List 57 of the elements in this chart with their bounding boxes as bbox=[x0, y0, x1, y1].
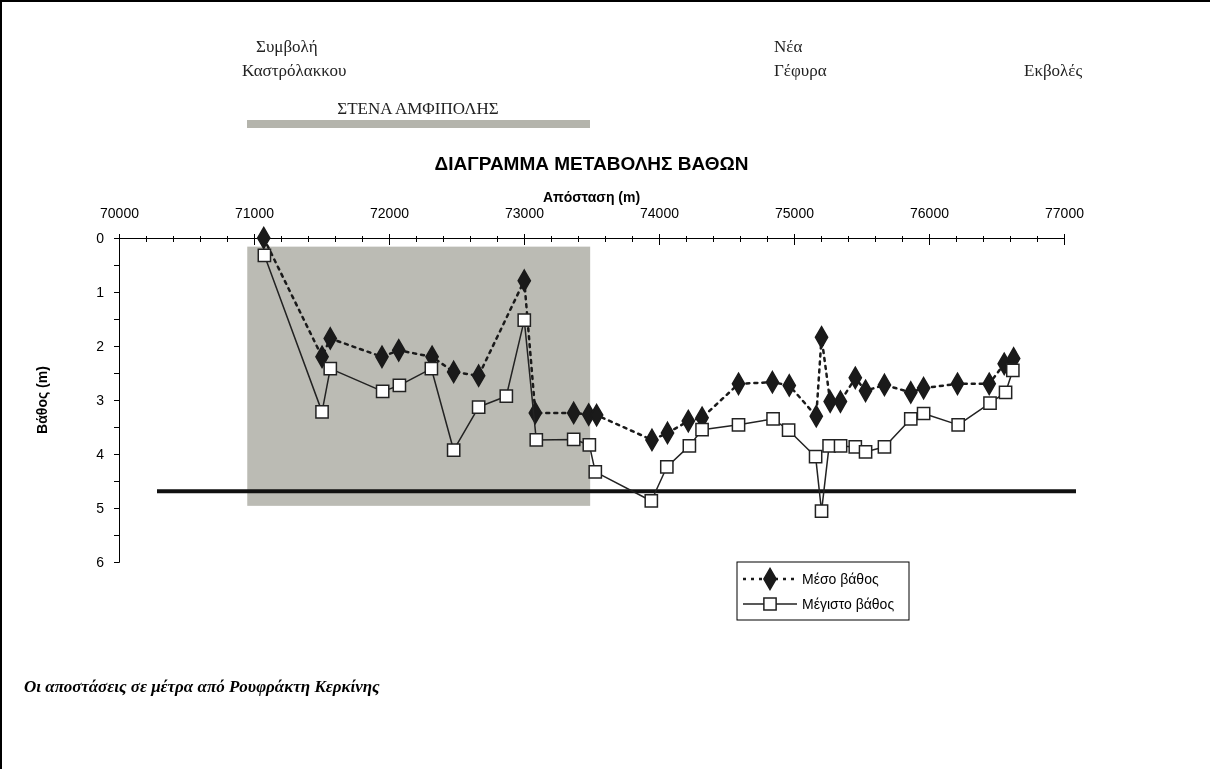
y-tick-label: 5 bbox=[96, 499, 105, 516]
x-tick-label: 71000 bbox=[235, 205, 275, 221]
y-axis-title: Βάθος (m) bbox=[34, 366, 50, 434]
y-tick-label: 3 bbox=[96, 391, 105, 408]
point bbox=[517, 313, 532, 327]
point bbox=[566, 432, 581, 447]
text: Συμβολή Καστρόλακκου bbox=[242, 37, 347, 80]
point bbox=[731, 417, 746, 432]
point bbox=[582, 437, 597, 452]
x-tick-label: 75000 bbox=[775, 205, 815, 221]
y-tick-label: 2 bbox=[96, 337, 105, 354]
point bbox=[1005, 363, 1020, 378]
x-tick-label: 77000 bbox=[1045, 205, 1085, 221]
y-tick-label: 4 bbox=[96, 445, 105, 462]
point bbox=[644, 494, 659, 508]
point bbox=[323, 361, 338, 376]
text: Νέα Γέφυρα bbox=[774, 37, 827, 80]
point bbox=[529, 433, 544, 447]
point bbox=[998, 385, 1013, 400]
y-tick-label: 6 bbox=[96, 553, 105, 570]
point bbox=[315, 405, 329, 419]
point bbox=[903, 412, 918, 426]
point bbox=[983, 396, 997, 411]
y-tick-label: 1 bbox=[96, 283, 105, 300]
point bbox=[808, 449, 823, 464]
point bbox=[588, 464, 603, 479]
chart-title: ΔΙΑΓΡΑΜΜΑ ΜΕΤΑΒΟΛΗΣ ΒΑΘΩΝ bbox=[434, 153, 749, 174]
x-axis-title: Απόσταση (m) bbox=[542, 189, 641, 205]
text: ΣΤΕΝΑ ΑΜΦΙΠΟΛΗΣ bbox=[337, 99, 499, 118]
point bbox=[833, 439, 848, 453]
text: Εκβολές bbox=[1024, 61, 1083, 80]
point bbox=[877, 440, 892, 454]
point bbox=[446, 443, 461, 458]
point bbox=[424, 361, 439, 376]
point bbox=[375, 384, 390, 399]
legend-label: Μέγιστο βάθος bbox=[802, 596, 895, 612]
point bbox=[951, 417, 966, 432]
text: Οι αποστάσεις σε μέτρα από Ρουφράκτη Κερκίνης bbox=[24, 677, 381, 696]
x-tick-label: 76000 bbox=[910, 205, 950, 221]
point bbox=[766, 412, 780, 426]
point bbox=[471, 400, 486, 414]
x-tick-label: 73000 bbox=[505, 205, 545, 221]
point bbox=[682, 439, 697, 453]
x-tick-label: 70000 bbox=[100, 205, 140, 221]
point bbox=[695, 422, 709, 437]
point bbox=[392, 378, 407, 393]
legend-label: Μέσο βάθος bbox=[802, 571, 879, 587]
point bbox=[814, 504, 829, 519]
point bbox=[257, 248, 272, 263]
point bbox=[781, 423, 796, 438]
x-tick-label: 74000 bbox=[640, 205, 680, 221]
x-tick-label: 72000 bbox=[370, 205, 410, 221]
point bbox=[659, 460, 674, 474]
point bbox=[916, 406, 931, 421]
point bbox=[499, 389, 514, 404]
y-tick-label: 0 bbox=[96, 229, 105, 246]
point bbox=[858, 444, 873, 459]
